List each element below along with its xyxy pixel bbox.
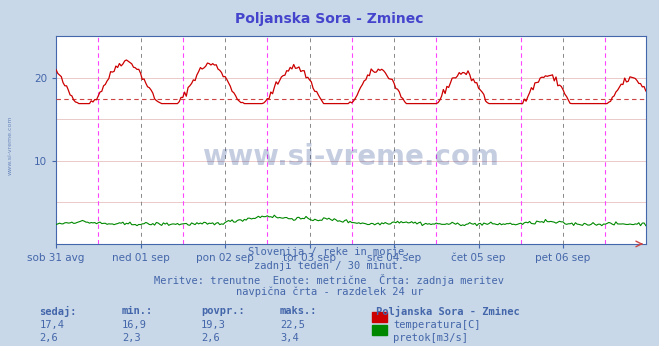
Text: 2,3: 2,3 bbox=[122, 333, 140, 343]
Text: Poljanska Sora - Zminec: Poljanska Sora - Zminec bbox=[235, 12, 424, 26]
Text: temperatura[C]: temperatura[C] bbox=[393, 320, 481, 330]
Text: Meritve: trenutne  Enote: metrične  Črta: zadnja meritev: Meritve: trenutne Enote: metrične Črta: … bbox=[154, 274, 505, 286]
Bar bbox=[372, 312, 387, 322]
Text: Poljanska Sora - Zminec: Poljanska Sora - Zminec bbox=[376, 306, 519, 317]
Text: 2,6: 2,6 bbox=[201, 333, 219, 343]
Bar bbox=[372, 325, 387, 335]
Text: www.si-vreme.com: www.si-vreme.com bbox=[8, 116, 13, 175]
Text: 2,6: 2,6 bbox=[40, 333, 58, 343]
Text: 16,9: 16,9 bbox=[122, 320, 147, 330]
Text: pretok[m3/s]: pretok[m3/s] bbox=[393, 333, 469, 343]
Text: 22,5: 22,5 bbox=[280, 320, 305, 330]
Text: 17,4: 17,4 bbox=[40, 320, 65, 330]
Text: min.:: min.: bbox=[122, 306, 153, 316]
Text: Slovenija / reke in morje.: Slovenija / reke in morje. bbox=[248, 247, 411, 257]
Text: 19,3: 19,3 bbox=[201, 320, 226, 330]
Text: navpična črta - razdelek 24 ur: navpična črta - razdelek 24 ur bbox=[236, 287, 423, 297]
Text: povpr.:: povpr.: bbox=[201, 306, 244, 316]
Text: zadnji teden / 30 minut.: zadnji teden / 30 minut. bbox=[254, 261, 405, 271]
Text: sedaj:: sedaj: bbox=[40, 306, 77, 317]
Text: 3,4: 3,4 bbox=[280, 333, 299, 343]
Text: www.si-vreme.com: www.si-vreme.com bbox=[202, 143, 500, 171]
Text: maks.:: maks.: bbox=[280, 306, 318, 316]
